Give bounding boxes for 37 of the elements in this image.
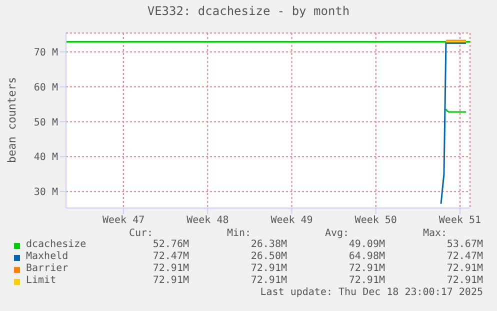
text: 26.38M (250, 239, 287, 250)
text: 72.91M (446, 263, 483, 274)
y-tick-label: 70 M (34, 47, 58, 58)
x-tick-label: Week 51 (438, 215, 482, 226)
text: 26.50M (250, 251, 287, 262)
text: 53.67M (446, 239, 483, 250)
text: Avg: (325, 228, 350, 239)
text: Last update: Thu Dec 18 23:00:17 2025 (259, 287, 483, 298)
text: 72.47M (446, 251, 483, 262)
legend-label: dcachesize (26, 239, 86, 250)
text: 72.91M (250, 263, 287, 274)
y-tick-label: 40 M (34, 152, 58, 164)
x-tick-label: Week 47 (102, 215, 145, 226)
legend-label: Barrier (26, 263, 68, 274)
x-tick-label: Week 48 (186, 215, 229, 226)
x-tick-label: Week 49 (270, 215, 313, 226)
text: Max: (423, 228, 448, 239)
text: 72.47M (152, 251, 189, 262)
text: 72.91M (446, 275, 483, 286)
y-tick-label: 60 M (34, 82, 58, 94)
y-tick-label: 30 M (34, 187, 58, 198)
text: 64.98M (348, 251, 385, 262)
chart-title: VE332: dcachesize - by month (146, 4, 351, 18)
legend-label: Limit (26, 275, 56, 286)
text: 52.76M (152, 239, 189, 250)
text: Min: (227, 228, 252, 239)
text: 72.91M (152, 263, 189, 274)
text: 49.09M (348, 239, 385, 250)
y-tick-label: 50 M (34, 117, 58, 128)
text: Cur: (129, 228, 154, 239)
x-tick-label: Week 50 (354, 215, 397, 226)
text: 72.91M (348, 263, 385, 274)
text: 72.91M (250, 275, 287, 286)
text: 72.91M (348, 275, 385, 286)
text: 72.91M (152, 275, 189, 286)
legend-label: Maxheld (26, 251, 68, 262)
y-axis-title: bean counters (6, 76, 18, 164)
